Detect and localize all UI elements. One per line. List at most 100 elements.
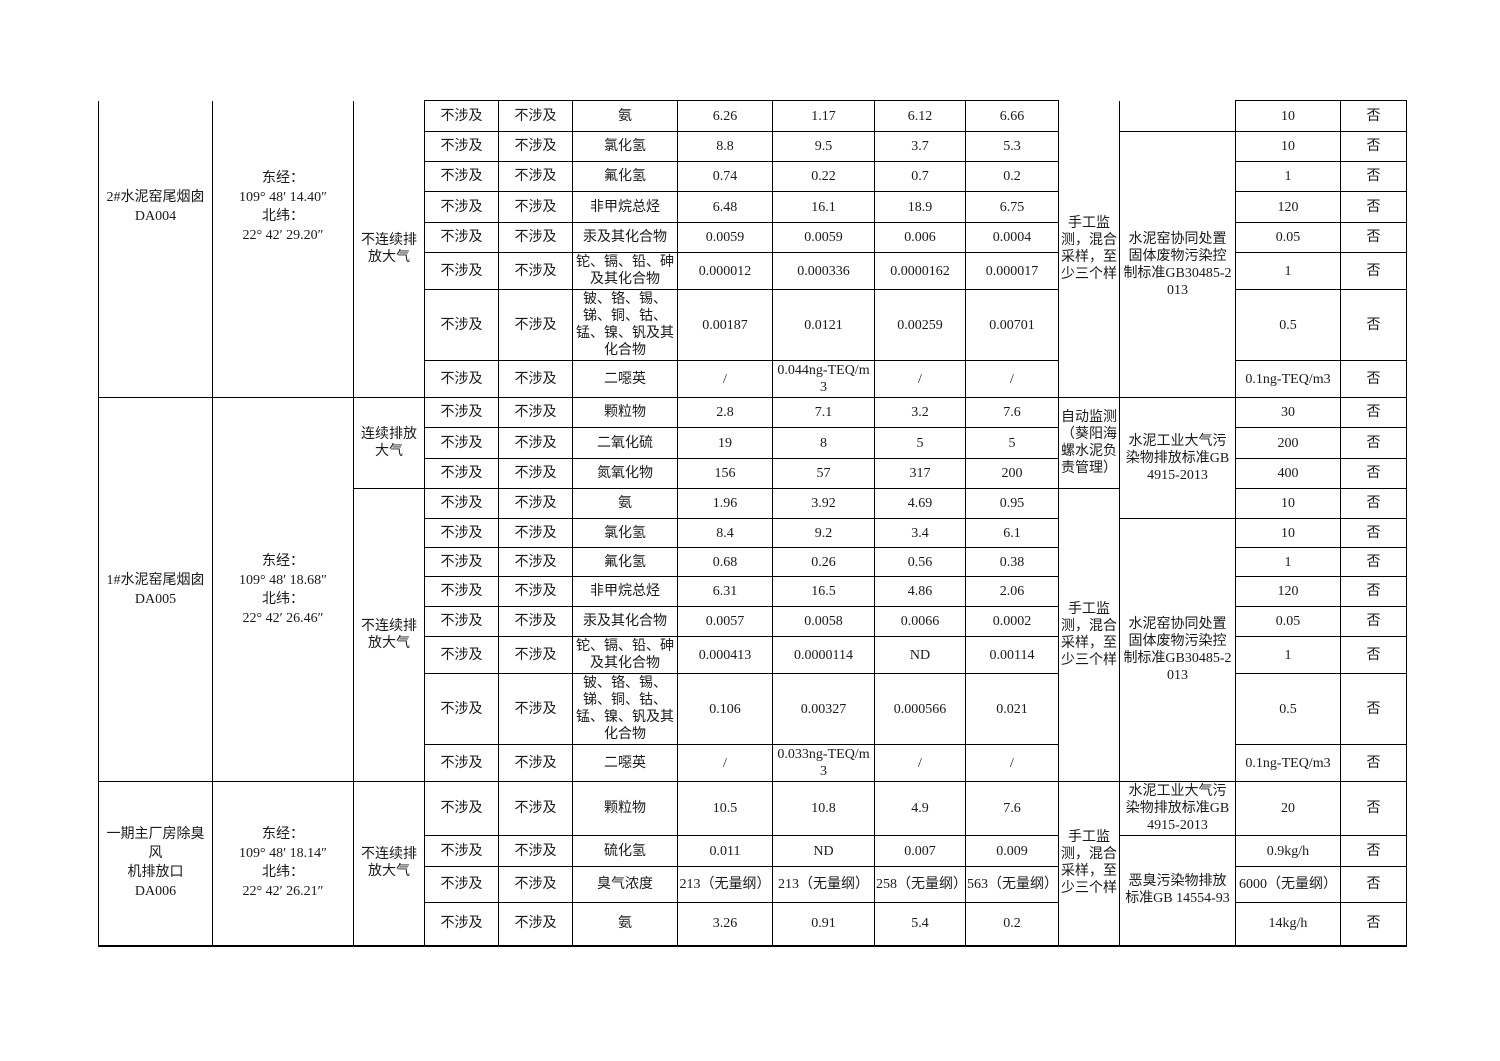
monitoring-method-cell: 手工监测，混合采样，至少三个样: [1058, 488, 1120, 782]
not-involved-cell: 不涉及: [498, 252, 573, 290]
monitor-value-cell: 10.8: [772, 781, 875, 836]
monitor-value-cell: 317: [874, 458, 966, 489]
monitor-value-cell: 19: [677, 427, 773, 459]
monitor-value-cell: 0.7: [874, 161, 966, 192]
standard-cell: 恶臭污染物排放标准GB 14554-93: [1119, 835, 1236, 946]
not-involved-cell: 不涉及: [498, 289, 573, 361]
pollutant-name-cell: 非甲烷总烃: [572, 576, 678, 607]
standard-cell: 水泥工业大气污染物排放标准GB 4915-2013: [1119, 781, 1236, 836]
monitor-value-cell: 57: [772, 458, 875, 489]
limit-value-cell: 0.5: [1235, 673, 1341, 745]
monitor-value-cell: 0.00187: [677, 289, 773, 361]
table-row: 不涉及 不涉及 二氧化硫 19 8 5 5 200 否: [99, 427, 1407, 459]
discharge-mode-cell: 连续排放大气: [353, 397, 425, 489]
exceed-flag-cell: 否: [1340, 427, 1407, 459]
monitor-value-cell: 0.2: [965, 161, 1059, 192]
standard-cell: [1119, 100, 1236, 132]
pollutant-name-cell: 氨: [572, 488, 678, 519]
table-row: 不涉及 不涉及 铊、镉、铅、砷及其化合物 0.000413 0.0000114 ND 0.0…: [99, 636, 1407, 674]
not-involved-cell: 不涉及: [498, 576, 573, 607]
discharge-mode-cell: 不连续排放大气: [353, 100, 425, 398]
not-involved-cell: 不涉及: [498, 360, 573, 398]
pollutant-name-cell: 铍、铬、锡、锑、铜、钴、锰、镍、钒及其化合物: [572, 289, 678, 361]
monitoring-method-cell: 自动监测（葵阳海螺水泥负责管理）: [1058, 397, 1120, 489]
monitor-value-cell: 4.69: [874, 488, 966, 519]
exceed-flag-cell: 否: [1340, 547, 1407, 577]
monitor-value-cell: 156: [677, 458, 773, 489]
limit-value-cell: 10: [1235, 131, 1341, 162]
monitor-value-cell: 0.00259: [874, 289, 966, 361]
limit-value-cell: 200: [1235, 427, 1341, 459]
monitor-value-cell: /: [677, 744, 773, 782]
table-row: 不涉及 不涉及 臭气浓度 213（无量纲） 213（无量纲） 258（无量纲） 563（无量…: [99, 866, 1407, 903]
not-involved-cell: 不涉及: [424, 427, 499, 459]
pollutant-name-cell: 二氧化硫: [572, 427, 678, 459]
exceed-flag-cell: 否: [1340, 518, 1407, 548]
monitor-value-cell: ND: [874, 636, 966, 674]
monitor-value-cell: 0.74: [677, 161, 773, 192]
monitor-value-cell: 0.0066: [874, 606, 966, 637]
not-involved-cell: 不涉及: [424, 902, 499, 946]
exceed-flag-cell: 否: [1340, 252, 1407, 290]
standard-cell: 水泥窑协同处置固体废物污染控制标准GB30485-2013: [1119, 518, 1236, 782]
monitor-value-cell: 0.68: [677, 547, 773, 577]
monitor-value-cell: /: [874, 360, 966, 398]
pollutant-name-cell: 氟化氢: [572, 547, 678, 577]
pollutant-name-cell: 颗粒物: [572, 781, 678, 836]
pollutant-name-cell: 铊、镉、铅、砷及其化合物: [572, 252, 678, 290]
monitor-value-cell: 0.011: [677, 835, 773, 867]
monitor-value-cell: 213（无量纲）: [772, 866, 875, 903]
monitor-value-cell: 0.00327: [772, 673, 875, 745]
limit-value-cell: 6000（无量纲）: [1235, 866, 1341, 903]
monitor-value-cell: 7.6: [965, 397, 1059, 428]
monitor-value-cell: 0.0000114: [772, 636, 875, 674]
monitor-value-cell: 0.26: [772, 547, 875, 577]
exceed-flag-cell: 否: [1340, 488, 1407, 519]
not-involved-cell: 不涉及: [498, 673, 573, 745]
not-involved-cell: 不涉及: [498, 835, 573, 867]
pollutant-name-cell: 氨: [572, 902, 678, 946]
monitor-value-cell: 5: [874, 427, 966, 459]
emission-monitoring-table: 2#水泥窑尾烟囱 DA004 东经： 109° 48′ 14.40″ 北纬： 22° 42…: [98, 100, 1407, 947]
monitor-value-cell: 0.0000162: [874, 252, 966, 290]
monitor-value-cell: 0.22: [772, 161, 875, 192]
not-involved-cell: 不涉及: [424, 744, 499, 782]
pollutant-name-cell: 臭气浓度: [572, 866, 678, 903]
monitor-value-cell: 0.0057: [677, 606, 773, 637]
table-row: 不涉及 不涉及 硫化氢 0.011 ND 0.007 0.009 恶臭污染物排放标准GB 14…: [99, 835, 1407, 946]
not-involved-cell: 不涉及: [498, 222, 573, 253]
monitor-value-cell: 4.9: [874, 781, 966, 836]
not-involved-cell: 不涉及: [424, 100, 499, 132]
pollutant-name-cell: 氯化氢: [572, 518, 678, 548]
exceed-flag-cell: 否: [1340, 131, 1407, 162]
pollutant-name-cell: 氟化氢: [572, 161, 678, 192]
monitoring-method-cell: 手工监测，混合采样，至少三个样: [1058, 781, 1120, 946]
monitor-value-cell: 7.6: [965, 781, 1059, 836]
monitor-value-cell: 3.92: [772, 488, 875, 519]
not-involved-cell: 不涉及: [498, 744, 573, 782]
monitor-value-cell: 0.38: [965, 547, 1059, 577]
monitor-value-cell: 18.9: [874, 191, 966, 223]
not-involved-cell: 不涉及: [424, 518, 499, 548]
not-involved-cell: 不涉及: [498, 458, 573, 489]
monitor-value-cell: 3.4: [874, 518, 966, 548]
table-row: 不涉及 不涉及 氯化氢 8.8 9.5 3.7 5.3 水泥窑协同处置固体废物污染控制标准GB…: [99, 131, 1407, 398]
outlet-name-cell: 1#水泥窑尾烟囱 DA005: [98, 397, 213, 782]
monitor-value-cell: 3.2: [874, 397, 966, 428]
table-row: 不涉及 不涉及 汞及其化合物 0.0057 0.0058 0.0066 0.0002 0.05…: [99, 606, 1407, 637]
table-row: 不涉及 不涉及氨 3.26 0.91 5.4 0.2 14kg/h 否: [99, 902, 1407, 946]
limit-value-cell: 20: [1235, 781, 1341, 836]
exceed-flag-cell: 否: [1340, 636, 1407, 674]
monitor-value-cell: 6.26: [677, 100, 773, 132]
not-involved-cell: 不涉及: [424, 835, 499, 867]
pollutant-name-cell: 铍、铬、锡、锑、铜、钴、锰、镍、钒及其化合物: [572, 673, 678, 745]
coordinates-cell: 东经： 109° 48′ 14.40″ 北纬： 22° 42′ 29.20″: [212, 100, 354, 398]
exceed-flag-cell: 否: [1340, 902, 1407, 946]
monitor-value-cell: 0.0059: [772, 222, 875, 253]
monitor-value-cell: 0.0002: [965, 606, 1059, 637]
not-involved-cell: 不涉及: [498, 781, 573, 836]
limit-value-cell: 120: [1235, 576, 1341, 607]
not-involved-cell: 不涉及: [424, 191, 499, 223]
monitor-value-cell: 0.91: [772, 902, 875, 946]
exceed-flag-cell: 否: [1340, 397, 1407, 428]
